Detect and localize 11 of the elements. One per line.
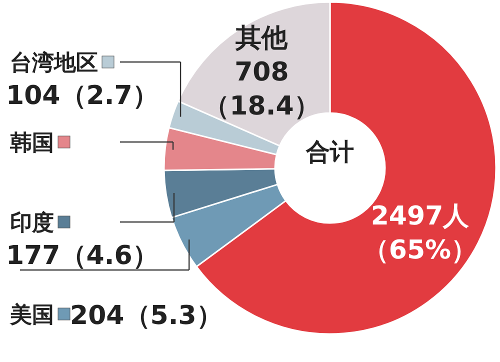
legend-label: 韩国 xyxy=(9,131,54,156)
data-label: 2497人（65%） xyxy=(362,201,478,266)
data-label: 177（4.6） xyxy=(6,241,158,271)
data-label: 204（5.3） xyxy=(70,301,222,331)
data-label: 104（2.7） xyxy=(6,81,158,111)
data-label: 708（18.4） xyxy=(204,57,320,122)
legend-label: 台湾地区 xyxy=(10,50,98,76)
text: 合计 xyxy=(305,138,354,166)
slice-label: 其他 xyxy=(234,23,289,54)
legend-label: 印度 xyxy=(10,210,54,236)
legend-label: 美国 xyxy=(9,302,54,328)
